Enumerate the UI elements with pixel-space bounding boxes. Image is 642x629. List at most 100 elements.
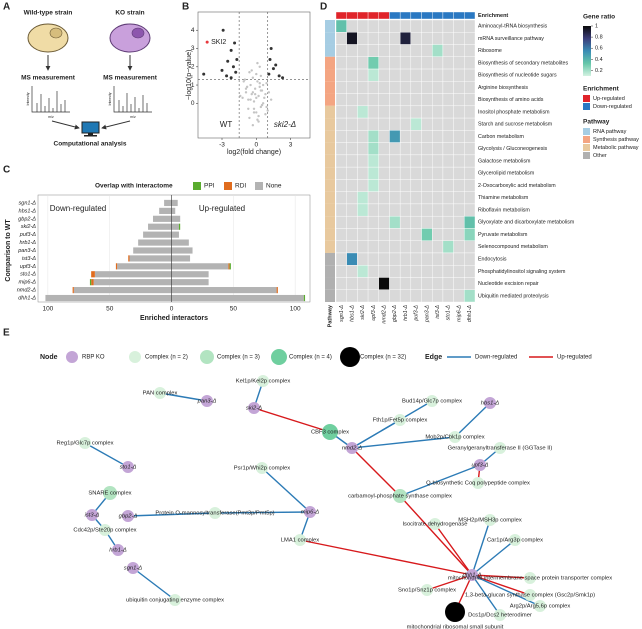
bar-segment [89,279,92,286]
y-tick-label: 3 [191,45,195,52]
bar-segment [94,271,172,278]
empty-cell [389,289,401,303]
heat-cell [378,277,390,290]
empty-cell [421,117,433,131]
column-label: gbp2-Δ [392,305,398,323]
empty-cell [453,203,465,217]
empty-cell [453,32,465,45]
empty-cell [357,166,369,180]
point [256,80,259,83]
empty-cell [421,179,433,192]
colorbar-label: 0.2 [595,68,603,74]
point [264,113,267,116]
node [122,510,134,522]
empty-cell [389,240,401,254]
y-tick-label: ski2-Δ [21,224,37,230]
heat-cell [357,105,369,119]
empty-cell [421,68,433,82]
empty-cell [432,240,444,254]
heat-cell [367,56,379,70]
wt-nucleus [49,27,63,39]
column-label: ist3-Δ [435,305,441,319]
pathway-cell [325,154,335,168]
legend-label: PPI [204,183,215,190]
bar-segment [128,255,130,262]
empty-cell [399,240,412,254]
row-label: Pyruvate metabolism [478,232,528,238]
empty-cell [464,130,476,143]
empty-cell [464,32,476,45]
bar-segment [303,294,306,302]
node-label: dhh1-Δ [463,573,482,579]
axis-label: m/z [130,115,136,119]
empty-cell [378,289,390,303]
column-label: mip6-Δ [456,305,462,322]
y-tick-label: pan3-Δ [17,248,36,254]
legend-node [66,351,78,363]
empty-cell [464,240,476,254]
empty-cell [399,44,412,57]
legend-swatch [224,182,232,190]
bar-segment [93,279,172,286]
point [256,118,259,121]
empty-cell [389,252,401,266]
empty-cell [442,56,454,70]
annotation: ski2-Δ [274,120,296,129]
empty-cell [453,56,465,70]
empty-cell [432,32,444,45]
empty-cell [378,240,390,254]
empty-cell [357,228,369,241]
empty-cell [346,277,358,290]
empty-cell [410,289,422,303]
empty-cell [346,166,358,180]
empty-cell [389,277,401,290]
empty-cell [410,32,422,45]
empty-cell [335,191,347,205]
row-label: Starch and sucrose metabolism [478,122,553,128]
empty-cell [335,44,347,57]
empty-cell [335,130,347,143]
heat-cell [464,228,476,241]
heat-cell [399,32,412,45]
empty-cell [410,56,422,70]
empty-cell [335,265,347,278]
empty-cell [346,215,358,229]
point [241,96,244,100]
empty-cell [378,32,390,45]
empty-cell [442,277,454,290]
empty-cell [421,289,433,303]
row-label: Thiamine metabolism [478,195,529,201]
point [244,87,248,90]
point [265,105,268,109]
empty-cell [410,44,422,57]
empty-cell [421,154,433,168]
node [534,600,546,612]
empty-cell [421,277,433,290]
bar-segment [171,279,209,286]
empty-cell [335,179,347,192]
empty-cell [346,191,358,205]
node-label: Car1p/Arg3p complex [487,538,543,544]
empty-cell [410,252,422,266]
node-label: Mob2p/Cbk1p complex [425,435,484,441]
empty-cell [357,32,369,45]
empty-cell [464,81,476,94]
node [494,609,506,621]
node [421,584,433,596]
empty-cell [389,68,401,82]
empty-cell [389,81,401,94]
empty-cell [410,277,422,290]
enrichment-cell [399,11,412,20]
point [261,83,265,87]
pathway-cell [325,216,335,229]
pathway-cell [325,240,335,253]
enrichment-cell [432,11,444,20]
empty-cell [442,203,454,217]
empty-cell [464,277,476,290]
empty-cell [389,44,401,57]
empty-cell [378,203,390,217]
empty-cell [367,228,379,241]
node-label: Reg1p/Glc7p complex [56,441,113,447]
legend-swatch [583,152,590,159]
annotation: Up-regulated [199,204,245,213]
